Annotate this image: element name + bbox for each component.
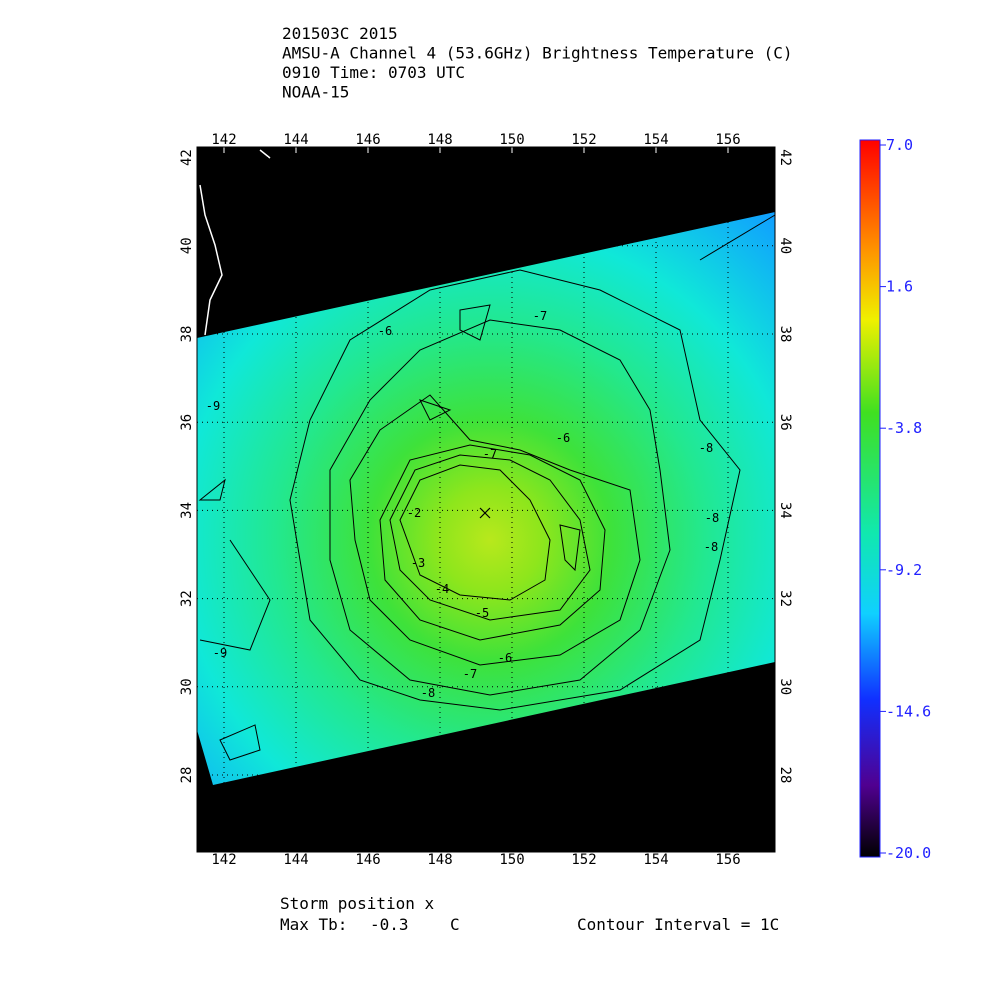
contour-label: -6 bbox=[378, 324, 392, 338]
storm-position: Storm position x bbox=[280, 894, 434, 913]
lon-label-top: 154 bbox=[643, 132, 668, 148]
max-tb-value: -0.3 bbox=[370, 915, 409, 934]
colorbar-label: -3.8 bbox=[886, 419, 922, 437]
lat-label-left: 28 bbox=[179, 767, 195, 784]
lat-label-right: 38 bbox=[777, 326, 793, 343]
lon-label-bottom: 152 bbox=[571, 852, 596, 868]
axis-labels: 142 142 144 144 146 146 148 148 150 150 152 152 154 1… bbox=[179, 132, 793, 868]
contour-label: -4 bbox=[435, 582, 449, 596]
contour-label: -8 bbox=[699, 441, 713, 455]
lon-label-top: 152 bbox=[571, 132, 596, 148]
contour-label: -6 bbox=[556, 431, 570, 445]
colorbar-label: 1.6 bbox=[886, 278, 913, 296]
lon-label-bottom: 156 bbox=[715, 852, 740, 868]
map-frame bbox=[196, 146, 776, 853]
lat-label-right: 34 bbox=[777, 502, 793, 519]
contour-label: -6 bbox=[498, 651, 512, 665]
contour-label: -8 bbox=[705, 511, 719, 525]
contour-labels: -6 -9 -6 -7 -8 -8 -8 -9 -8 -7 -6 -5 -4 -3 -2 -7 bbox=[206, 309, 719, 700]
contour-label: -7 bbox=[483, 447, 497, 461]
lon-label-top: 148 bbox=[427, 132, 452, 148]
lon-label-bottom: 144 bbox=[283, 852, 308, 868]
lat-label-left: 32 bbox=[179, 590, 195, 607]
lon-label-bottom: 148 bbox=[427, 852, 452, 868]
lon-label-bottom: 154 bbox=[643, 852, 668, 868]
contour-label: -8 bbox=[704, 540, 718, 554]
lat-label-left: 36 bbox=[179, 414, 195, 431]
contour-label: -9 bbox=[213, 646, 227, 660]
lon-label-top: 146 bbox=[355, 132, 380, 148]
contour-label: -7 bbox=[463, 667, 477, 681]
lon-label-top: 142 bbox=[211, 132, 236, 148]
lon-label-bottom: 150 bbox=[499, 852, 524, 868]
header-line: NOAA-15 bbox=[282, 83, 349, 102]
lat-label-left: 30 bbox=[179, 678, 195, 695]
contour-label: -7 bbox=[533, 309, 547, 323]
coastline bbox=[259, 149, 271, 159]
contour-label: -5 bbox=[475, 606, 489, 620]
lat-label-left: 34 bbox=[179, 502, 195, 519]
lat-label-left: 40 bbox=[179, 237, 195, 254]
header-line: 0910 Time: 0703 UTC bbox=[282, 63, 465, 82]
contour-interval: Contour Interval = 1C bbox=[577, 915, 779, 934]
contour-label: -8 bbox=[421, 686, 435, 700]
lon-label-top: 150 bbox=[499, 132, 524, 148]
lat-label-right: 28 bbox=[777, 767, 793, 784]
colorbar-label: -14.6 bbox=[886, 702, 931, 720]
lon-label-bottom: 142 bbox=[211, 852, 236, 868]
contour-label: -3 bbox=[411, 556, 425, 570]
max-tb-label: Max Tb: bbox=[280, 915, 347, 934]
colorbar-label: 7.0 bbox=[886, 136, 913, 154]
lat-label-right: 32 bbox=[777, 590, 793, 607]
map-grid bbox=[197, 147, 775, 852]
max-tb-unit: C bbox=[450, 915, 460, 934]
coastline bbox=[199, 184, 223, 336]
header-line: 201503C 2015 bbox=[282, 24, 398, 43]
lat-label-right: 40 bbox=[777, 237, 793, 254]
lat-label-right: 42 bbox=[777, 149, 793, 166]
contour-label: -9 bbox=[206, 399, 220, 413]
colorbar-ticks: 7.0 1.6 -3.8 -9.2 -14.6 -20.0 bbox=[880, 136, 931, 862]
colorbar bbox=[859, 139, 881, 858]
colorbar-label: -9.2 bbox=[886, 561, 922, 579]
storm-marker bbox=[479, 507, 491, 519]
swath bbox=[197, 212, 775, 785]
lat-label-left: 42 bbox=[179, 149, 195, 166]
lat-label-right: 36 bbox=[777, 414, 793, 431]
lat-label-left: 38 bbox=[179, 326, 195, 343]
contours bbox=[198, 214, 776, 761]
lon-label-top: 144 bbox=[283, 132, 308, 148]
lon-label-bottom: 146 bbox=[355, 852, 380, 868]
colorbar-label: -20.0 bbox=[886, 844, 931, 862]
lat-label-right: 30 bbox=[777, 678, 793, 695]
lon-label-top: 156 bbox=[715, 132, 740, 148]
header-line: AMSU-A Channel 4 (53.6GHz) Brightness Te… bbox=[282, 44, 793, 63]
contour-label: -2 bbox=[407, 506, 421, 520]
